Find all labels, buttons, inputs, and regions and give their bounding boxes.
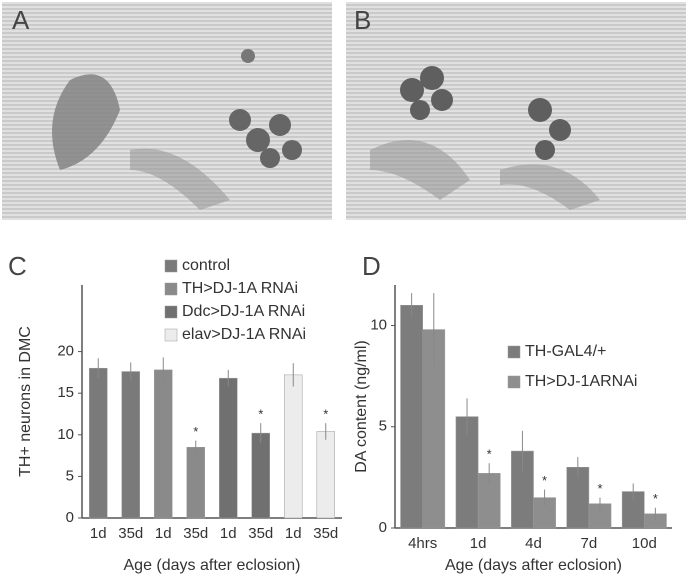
legend-label: TH>DJ-1ARNAi xyxy=(525,373,637,390)
image-b: B xyxy=(346,2,686,220)
significance-marker: * xyxy=(542,473,547,488)
legend-label: TH>DJ-1A RNAi xyxy=(182,280,298,297)
legend-label: Ddc>DJ-1A RNAi xyxy=(182,303,305,320)
x-tick-label: 35d xyxy=(248,525,273,542)
significance-marker: * xyxy=(597,481,602,496)
bar xyxy=(89,367,108,519)
image-a: A xyxy=(2,2,332,220)
legend-swatch xyxy=(164,328,178,342)
bar xyxy=(251,432,270,519)
legend-swatch xyxy=(164,305,178,319)
legend-label: TH-GAL4/+ xyxy=(525,343,606,360)
bar xyxy=(186,447,205,519)
y-tick-label: 10 xyxy=(57,426,74,443)
panel-label: B xyxy=(354,5,371,35)
legend-swatch xyxy=(164,259,178,273)
x-tick-label: 4d xyxy=(525,535,542,552)
x-tick-label: 7d xyxy=(581,535,598,552)
legend-swatch xyxy=(164,282,178,296)
x-tick-label: 1d xyxy=(285,525,302,542)
bar xyxy=(284,374,303,519)
y-tick-label: 0 xyxy=(66,509,74,526)
y-tick-label: 5 xyxy=(379,418,387,435)
x-tick-label: 1d xyxy=(155,525,172,542)
significance-marker: * xyxy=(653,491,658,506)
panel-label: D xyxy=(362,251,381,281)
y-tick-label: 0 xyxy=(379,519,387,536)
x-tick-label: 35d xyxy=(118,525,143,542)
significance-marker: * xyxy=(487,447,492,462)
x-tick-label: 4hrs xyxy=(408,535,437,552)
x-tick-label: 1d xyxy=(90,525,107,542)
y-tick-label: 5 xyxy=(66,467,74,484)
bar xyxy=(400,305,423,529)
legend-swatch xyxy=(507,345,521,359)
bar xyxy=(316,431,335,519)
significance-marker: * xyxy=(258,407,263,422)
legend-label: elav>DJ-1A RNAi xyxy=(182,326,306,343)
x-tick-label: 35d xyxy=(183,525,208,542)
legend-label: control xyxy=(182,257,230,274)
y-tick-label: 15 xyxy=(57,384,74,401)
x-tick-label: 10d xyxy=(632,535,657,552)
bar xyxy=(121,371,140,519)
bar xyxy=(154,369,173,519)
x-tick-label: 35d xyxy=(313,525,338,542)
panel-label: A xyxy=(12,5,30,35)
y-tick-label: 10 xyxy=(370,316,387,333)
y-axis-title: DA content (ng/ml) xyxy=(353,340,370,473)
x-axis-title: Age (days after eclosion) xyxy=(124,557,301,574)
bar xyxy=(219,377,238,519)
panel-label: C xyxy=(8,251,27,281)
x-tick-label: 1d xyxy=(470,535,487,552)
y-tick-label: 20 xyxy=(57,343,74,360)
significance-marker: * xyxy=(193,424,198,439)
significance-marker: * xyxy=(323,407,328,422)
x-tick-label: 1d xyxy=(220,525,237,542)
y-axis-title: TH+ neurons in DMC xyxy=(17,326,34,477)
x-axis-title: Age (days after eclosion) xyxy=(445,557,622,574)
legend-swatch xyxy=(507,375,521,389)
